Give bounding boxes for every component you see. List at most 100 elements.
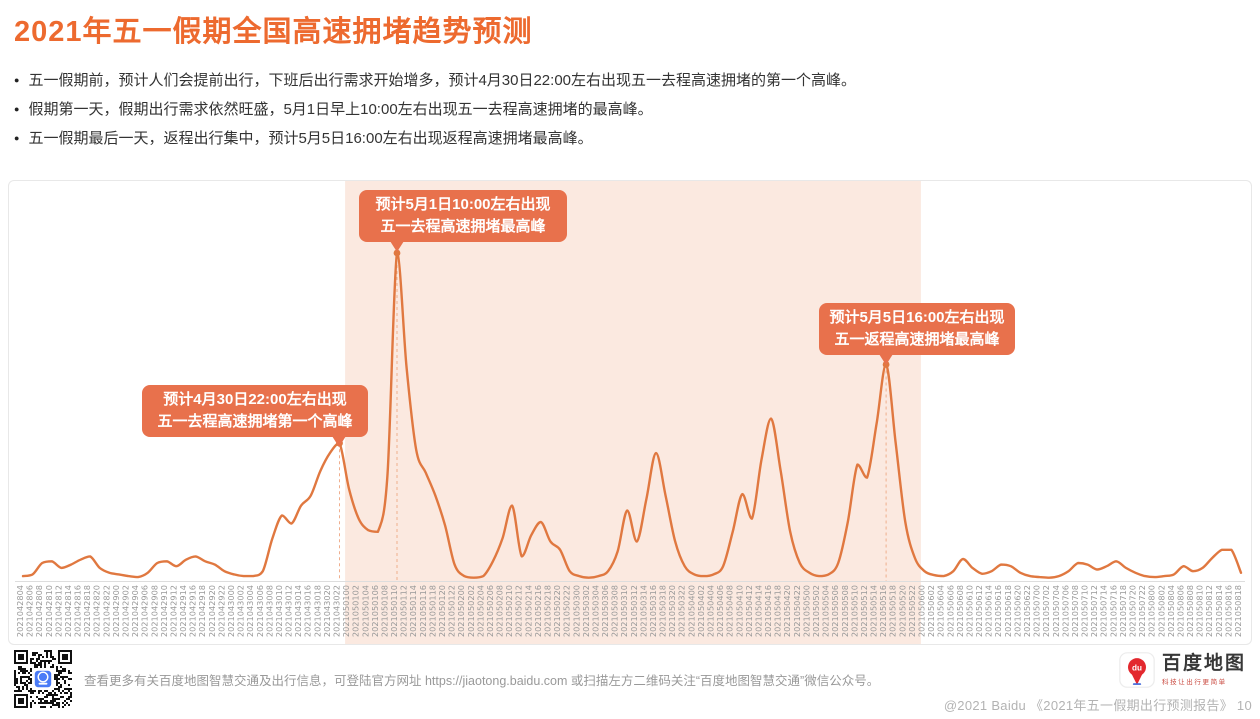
- x-tick-label: 2021050504: [821, 585, 831, 637]
- annotation-callout-first-peak: 预计4月30日22:00左右出现 五一去程高速拥堵第一个高峰: [142, 385, 368, 447]
- x-tick-label: 2021050418: [773, 585, 783, 637]
- x-tick-label: 2021042818: [82, 585, 92, 637]
- x-tick-label: 2021050316: [648, 585, 658, 637]
- x-tick-label: 2021050404: [706, 585, 716, 637]
- x-tick-label: 2021050410: [734, 585, 744, 637]
- congestion-trend-chart: 2021042804 2021042806 2021042808 2021042810…: [15, 181, 1245, 644]
- x-tick-label: 2021050212: [514, 585, 524, 637]
- x-tick-label: 2021050310: [619, 585, 629, 637]
- x-tick-label: 2021050808: [1185, 585, 1195, 637]
- page-title: 2021年五一假期全国高速拥堵趋势预测: [14, 16, 533, 48]
- x-tick-label: 2021050806: [1176, 585, 1186, 637]
- x-tick-label: 2021042916: [188, 585, 198, 637]
- x-tick-label: 2021050706: [1060, 585, 1070, 637]
- x-tick-label: 2021050302: [581, 585, 591, 637]
- summary-bullets: ● 五一假期前，预计人们会提前出行，下班后出行需求开始增多，预计4月30日22:0…: [14, 66, 856, 153]
- x-tick-label: 2021050814: [1214, 585, 1224, 637]
- bullet-item: ● 五一假期前，预计人们会提前出行，下班后出行需求开始增多，预计4月30日22:0…: [14, 66, 856, 95]
- x-tick-label: 2021050700: [1032, 585, 1042, 637]
- x-tick-label: 2021050216: [533, 585, 543, 637]
- annotation-callout-return-peak: 预计5月5日16:00左右出现 五一返程高速拥堵最高峰: [819, 303, 1015, 365]
- x-tick-label: 2021050402: [696, 585, 706, 637]
- x-tick-label: 2021050304: [590, 585, 600, 637]
- x-tick-label: 2021042804: [15, 585, 25, 637]
- x-tick-label: 2021050414: [754, 585, 764, 637]
- map-pin-icon: du: [1119, 652, 1155, 688]
- x-tick-label: 2021050202: [466, 585, 476, 637]
- x-tick-label: 2021043018: [312, 585, 322, 637]
- x-tick-label: 2021042812: [53, 585, 63, 637]
- bullet-text: 五一假期最后一天，返程出行集中，预计5月5日16:00左右出现返程高速拥堵最高峰…: [28, 130, 593, 147]
- x-tick-label: 2021050606: [945, 585, 955, 637]
- x-tick-label: 2021050618: [1003, 585, 1013, 637]
- congestion-line: [21, 251, 1243, 579]
- logo-name: 百度地图: [1161, 653, 1246, 674]
- x-tick-label: 2021050722: [1137, 585, 1147, 637]
- x-tick-label: 2021050704: [1051, 585, 1061, 637]
- x-tick-label: 2021050420: [782, 585, 792, 637]
- x-tick-label: 2021050208: [495, 585, 505, 637]
- x-tick-label: 2021050600: [917, 585, 927, 637]
- bullet-text: 假期第一天，假期出行需求依然旺盛，5月1日早上10:00左右出现五一去程高速拥堵…: [28, 101, 653, 118]
- x-tick-label: 2021050322: [677, 585, 687, 637]
- x-tick-label: 2021050702: [1041, 585, 1051, 637]
- x-tick-label: 2021050812: [1204, 585, 1214, 637]
- footer-note: 查看更多有关百度地图智慧交通及出行信息，可登陆官方网址 https://jiao…: [84, 674, 880, 688]
- x-tick-label: 2021050616: [993, 585, 1003, 637]
- x-tick-label: 2021050308: [610, 585, 620, 637]
- x-tick-label: 2021042816: [73, 585, 83, 637]
- x-tick-label: 2021050408: [725, 585, 735, 637]
- bullet-dot-icon: ●: [14, 104, 20, 114]
- bullet-item: ● 五一假期最后一天，返程出行集中，预计5月5日16:00左右出现返程高速拥堵最高…: [14, 124, 856, 153]
- x-tick-label: 2021050802: [1156, 585, 1166, 637]
- bullet-text: 五一假期前，预计人们会提前出行，下班后出行需求开始增多，预计4月30日22:00…: [28, 72, 857, 89]
- x-tick-label: 2021050506: [830, 585, 840, 637]
- x-tick-label: 2021050214: [523, 585, 533, 637]
- x-tick-label: 2021050502: [811, 585, 821, 637]
- x-tick-label: 2021050810: [1195, 585, 1205, 637]
- x-tick-label: 2021050306: [600, 585, 610, 637]
- x-tick-label: 2021050608: [955, 585, 965, 637]
- x-tick-label: 2021043022: [332, 585, 342, 637]
- x-tick-label: 2021050406: [715, 585, 725, 637]
- x-tick-label: 2021050106: [370, 585, 380, 637]
- x-tick-label: 2021050622: [1022, 585, 1032, 637]
- chart-card: 2021042804 2021042806 2021042808 2021042810…: [8, 180, 1252, 645]
- x-tick-label: 2021050218: [543, 585, 553, 637]
- x-tick-label: 2021042806: [25, 585, 35, 637]
- x-tick-label: 2021050508: [840, 585, 850, 637]
- x-tick-label: 2021043004: [245, 585, 255, 637]
- annotation-text-line1: 预计5月1日10:00左右出现: [375, 196, 551, 213]
- x-tick-label: 2021042900: [111, 585, 121, 637]
- x-tick-label: 2021042910: [159, 585, 169, 637]
- x-tick-label: 2021043010: [274, 585, 284, 637]
- x-tick-label: 2021050210: [504, 585, 514, 637]
- x-tick-label: 2021042808: [34, 585, 44, 637]
- x-tick-label: 2021042918: [197, 585, 207, 637]
- x-tick-label: 2021050320: [667, 585, 677, 637]
- x-tick-label: 2021050206: [485, 585, 495, 637]
- x-tick-label: 2021042906: [140, 585, 150, 637]
- x-tick-label: 2021043020: [322, 585, 332, 637]
- x-tick-label: 2021050614: [984, 585, 994, 637]
- bullet-dot-icon: ●: [14, 133, 20, 143]
- x-tick-label: 2021050714: [1099, 585, 1109, 637]
- logo-tagline: 科技让出行更简单: [1161, 679, 1227, 686]
- x-tick-label: 2021050512: [859, 585, 869, 637]
- x-tick-label: 2021042822: [101, 585, 111, 637]
- x-tick-label: 2021050200: [456, 585, 466, 637]
- x-tick-label: 2021050800: [1147, 585, 1157, 637]
- x-tick-label: 2021042912: [168, 585, 178, 637]
- x-tick-label: 2021050116: [418, 585, 428, 637]
- copyright-line: @2021 Baidu 《2021年五一假期出行预测报告》 10: [943, 698, 1252, 713]
- x-tick-label: 2021050612: [974, 585, 984, 637]
- x-tick-label: 2021042810: [44, 585, 54, 637]
- x-tick-label: 2021050118: [427, 585, 437, 637]
- x-tick-label: 2021043014: [293, 585, 303, 637]
- x-tick-label: 2021050818: [1233, 585, 1243, 637]
- x-tick-label: 2021043012: [284, 585, 294, 637]
- x-tick-label: 2021050220: [552, 585, 562, 637]
- baidu-maps-logo: du 百度地图 科技让出行更简单: [1119, 652, 1246, 688]
- annotation-text-line1: 预计5月5日16:00左右出现: [829, 309, 1005, 326]
- x-tick-label: 2021050514: [869, 585, 879, 637]
